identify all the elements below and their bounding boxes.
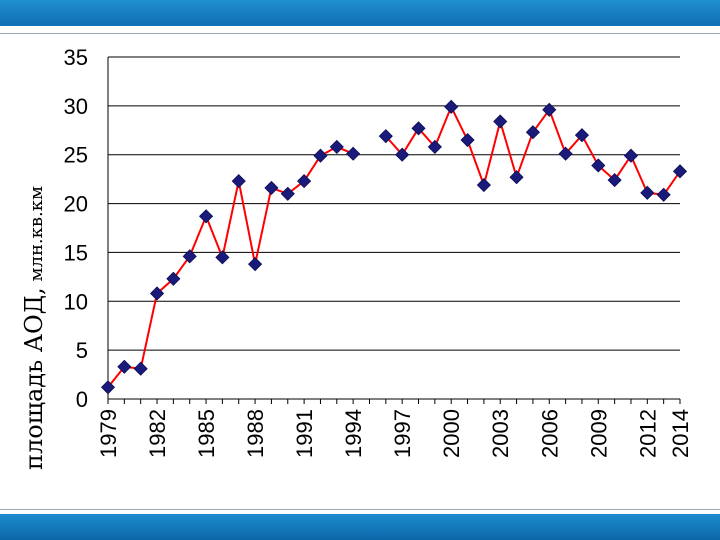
data-point-1993 <box>329 139 344 154</box>
data-point-1991 <box>297 174 312 189</box>
footer-accent-bar <box>0 514 720 540</box>
data-point-1990 <box>280 186 295 201</box>
data-point-2009 <box>591 158 606 173</box>
x-tick-label-2000: 2000 <box>439 409 464 458</box>
data-point-2005 <box>525 125 540 140</box>
y-axis-label-unit: млн.кв.км <box>26 186 47 287</box>
data-point-1983 <box>166 271 181 286</box>
x-tick-label-1988: 1988 <box>243 409 268 458</box>
x-tick-label-1991: 1991 <box>292 409 317 458</box>
data-point-2000 <box>444 99 459 114</box>
data-point-1998 <box>411 121 426 136</box>
data-point-1992 <box>313 148 328 163</box>
data-point-1994 <box>346 146 361 161</box>
x-tick-label-1985: 1985 <box>194 409 219 458</box>
data-point-2006 <box>542 102 557 117</box>
data-point-1981 <box>133 361 148 376</box>
x-tick-label-1997: 1997 <box>390 409 415 458</box>
data-point-1980 <box>117 359 132 374</box>
data-point-2001 <box>460 132 475 148</box>
data-point-2002 <box>476 177 491 193</box>
data-point-1979 <box>100 380 116 395</box>
data-point-2008 <box>574 128 590 143</box>
x-tick-label-1979: 1979 <box>96 409 121 458</box>
series-line <box>107 104 681 388</box>
data-point-2013 <box>656 187 671 202</box>
y-tick-label-30: 30 <box>64 94 88 119</box>
data-point-1996 <box>378 129 393 144</box>
header-divider <box>0 33 720 34</box>
data-point-1989 <box>264 180 279 196</box>
y-tick-label-10: 10 <box>64 289 88 314</box>
y-axis-label: площадь АОД, млн.кв.км <box>20 186 48 470</box>
data-point-1984 <box>182 249 197 264</box>
x-tick-label-2003: 2003 <box>488 409 513 458</box>
data-point-1997 <box>395 147 410 162</box>
data-point-2004 <box>509 170 524 185</box>
y-tick-label-15: 15 <box>64 240 88 265</box>
series-line-segment-1 <box>107 145 354 388</box>
data-point-2014 <box>672 164 688 179</box>
footer-divider <box>0 509 720 510</box>
y-tick-labels: 0 5 10 15 20 25 30 35 <box>64 45 88 412</box>
data-point-1985 <box>198 209 214 224</box>
y-tick-label-35: 35 <box>64 45 88 70</box>
y-tick-label-0: 0 <box>76 387 88 412</box>
data-point-2010 <box>607 173 622 188</box>
data-point-2012 <box>640 185 655 200</box>
data-point-1988 <box>248 257 263 272</box>
data-point-2003 <box>493 114 508 129</box>
x-tick-label-2014: 2014 <box>668 409 693 458</box>
x-tick-labels: 1979 1982 1985 1988 1991 1994 1997 2000 2003 2006… <box>96 409 693 458</box>
y-tick-label-20: 20 <box>64 192 88 217</box>
header-accent-bar <box>0 0 720 26</box>
grid-lines <box>107 56 681 404</box>
data-point-1982 <box>149 286 165 301</box>
series-line-segment-2 <box>385 104 681 196</box>
data-point-1987 <box>231 174 246 189</box>
x-tick-label-2006: 2006 <box>537 409 562 458</box>
data-point-2011 <box>623 148 639 163</box>
x-tick-label-1982: 1982 <box>145 409 170 458</box>
data-point-2007 <box>558 146 573 161</box>
y-tick-label-25: 25 <box>64 143 88 168</box>
x-tick-label-2012: 2012 <box>635 409 660 458</box>
series-markers <box>100 99 688 395</box>
y-axis-label-main: площадь АОД, <box>20 287 48 470</box>
data-point-1999 <box>427 139 442 154</box>
x-tick-label-1994: 1994 <box>341 409 366 458</box>
data-point-1986 <box>215 250 230 265</box>
x-tick-label-2009: 2009 <box>586 409 611 458</box>
y-tick-label-5: 5 <box>76 338 88 363</box>
